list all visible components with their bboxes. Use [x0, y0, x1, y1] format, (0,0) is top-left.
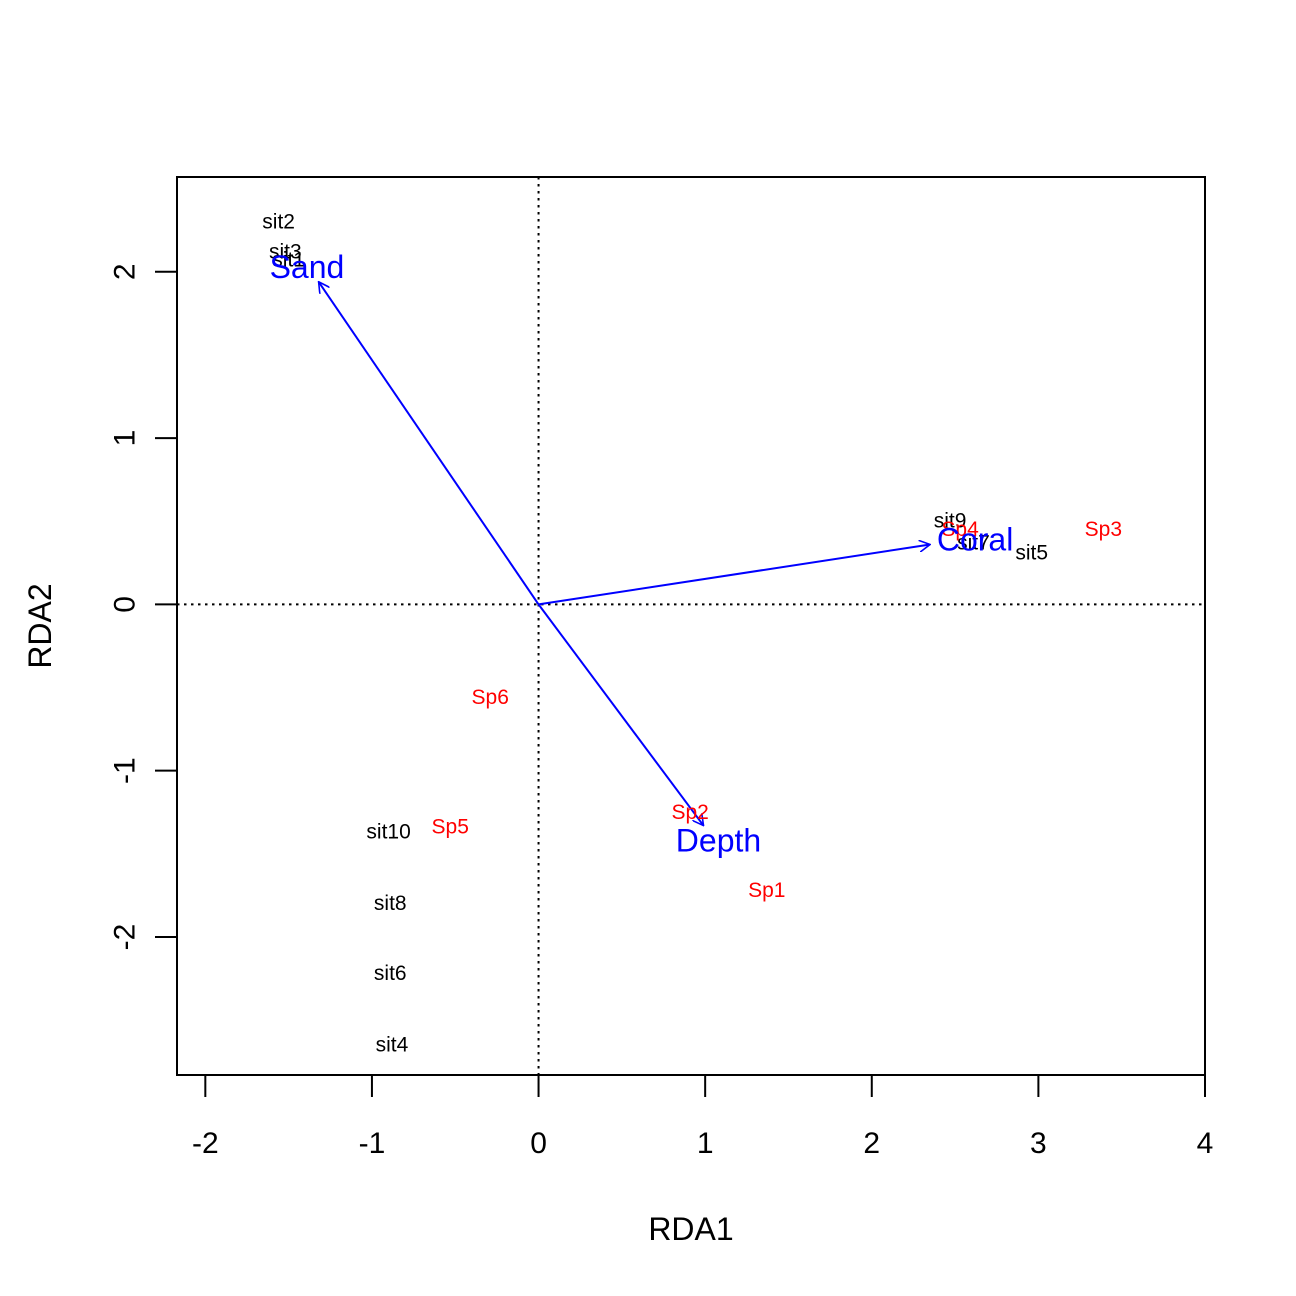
- y-axis: -2 -1 0 1 2: [109, 263, 178, 950]
- biplot-label-depth: Depth: [676, 823, 761, 859]
- y-tick-label: -1: [109, 757, 142, 784]
- x-axis: -2 -1 0 1 2 3 4: [192, 1074, 1214, 1160]
- x-tick-label: 1: [697, 1127, 714, 1160]
- biplot-arrow-depth: [537, 603, 704, 825]
- y-axis-title: RDA2: [22, 583, 58, 668]
- x-tick-label: -2: [192, 1127, 219, 1160]
- y-tick-label: 1: [109, 430, 142, 447]
- site-labels: sit1 sit2 sit3 sit4 sit5 sit6 sit7 sit8 sit9 sit1…: [262, 210, 1048, 1056]
- biplot-arrow-sand: [319, 282, 540, 605]
- site-label-sit2: sit2: [262, 210, 295, 233]
- species-labels: Sp1 Sp2 Sp3 Sp4 Sp5 Sp6: [432, 518, 1122, 902]
- y-tick-label: 0: [109, 596, 142, 613]
- species-label-sp3: Sp3: [1085, 518, 1122, 541]
- site-label-sit1: sit1: [272, 249, 305, 272]
- site-label-sit8: sit8: [374, 892, 407, 915]
- x-tick-label: -1: [359, 1127, 386, 1160]
- species-label-sp1: Sp1: [748, 879, 785, 902]
- biplot-labels: Sand Coral Depth: [270, 249, 1014, 859]
- y-tick-label: 2: [109, 263, 142, 280]
- x-tick-label: 4: [1197, 1127, 1214, 1160]
- biplot-label-coral: Coral: [937, 522, 1013, 558]
- site-label-sit4: sit4: [376, 1034, 409, 1057]
- species-label-sp5: Sp5: [432, 816, 469, 839]
- site-label-sit9: sit9: [934, 510, 967, 533]
- site-label-sit10: sit10: [366, 821, 410, 844]
- biplot-label-sand: Sand: [270, 249, 345, 285]
- biplot-arrows: [319, 282, 930, 826]
- site-label-sit3: sit3: [269, 240, 302, 263]
- species-label-sp4: Sp4: [941, 518, 979, 541]
- species-label-sp6: Sp6: [472, 686, 509, 709]
- y-tick-label: -2: [109, 924, 142, 951]
- site-label-sit6: sit6: [374, 962, 407, 985]
- site-label-sit5: sit5: [1015, 541, 1048, 564]
- species-label-sp2: Sp2: [671, 801, 708, 824]
- reference-lines: [177, 177, 1205, 1075]
- x-tick-label: 2: [863, 1127, 880, 1160]
- biplot-arrow-coral: [538, 545, 931, 606]
- x-tick-label: 3: [1030, 1127, 1047, 1160]
- x-tick-label: 0: [530, 1127, 547, 1160]
- site-label-sit7: sit7: [957, 531, 990, 554]
- plot-frame: [176, 176, 1206, 1076]
- x-axis-title: RDA1: [648, 1211, 733, 1247]
